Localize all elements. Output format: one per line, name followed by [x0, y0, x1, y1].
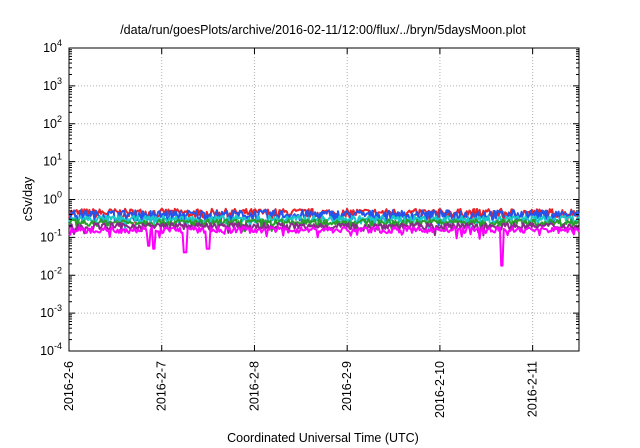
- y-tick-label: 10-4: [40, 341, 62, 358]
- x-axis: 2016-2-6 2016-2-7 2016-2-8 2016-2-9 2016-2-1…: [62, 48, 540, 418]
- y-tick-label: 102: [43, 114, 62, 131]
- y-tick-exponent: -3: [54, 303, 62, 313]
- x-tick-label: 2016-2-7: [155, 361, 169, 411]
- series-line-5: [68, 222, 580, 237]
- y-tick-label: 10-3: [40, 303, 62, 320]
- y-axis-label: cSv/day: [21, 176, 35, 221]
- grid: [69, 48, 579, 351]
- series-line-3: [68, 214, 580, 230]
- y-tick-label: 10-1: [40, 227, 62, 244]
- y-tick-exponent: 3: [57, 76, 62, 86]
- y-tick-exponent: 1: [57, 152, 62, 162]
- series-line-6: [68, 225, 580, 267]
- series-lines: [68, 207, 580, 267]
- y-tick-label: 101: [43, 152, 62, 169]
- x-tick-label: 2016-2-11: [526, 361, 540, 417]
- x-tick-label: 2016-2-9: [340, 361, 354, 411]
- y-tick-exponent: -1: [54, 227, 62, 237]
- y-tick-exponent: 2: [57, 114, 62, 124]
- x-axis-label: Coordinated Universal Time (UTC): [227, 431, 419, 445]
- y-tick-label: 10-2: [40, 265, 62, 282]
- x-tick-label: 2016-2-6: [62, 361, 76, 411]
- chart-title: /data/run/goesPlots/archive/2016-02-11/1…: [120, 23, 526, 37]
- x-tick-label: 2016-2-8: [247, 361, 261, 411]
- y-tick-label: 104: [43, 38, 62, 55]
- y-tick-exponent: 4: [57, 38, 62, 48]
- y-tick-label: 103: [43, 76, 62, 93]
- x-tick-label: 2016-2-10: [433, 361, 447, 418]
- series-line-2: [68, 209, 580, 228]
- y-tick-exponent: -2: [54, 265, 62, 275]
- y-tick-label: 100: [43, 190, 62, 207]
- y-tick-exponent: -4: [54, 341, 62, 351]
- y-tick-exponent: 0: [57, 190, 62, 200]
